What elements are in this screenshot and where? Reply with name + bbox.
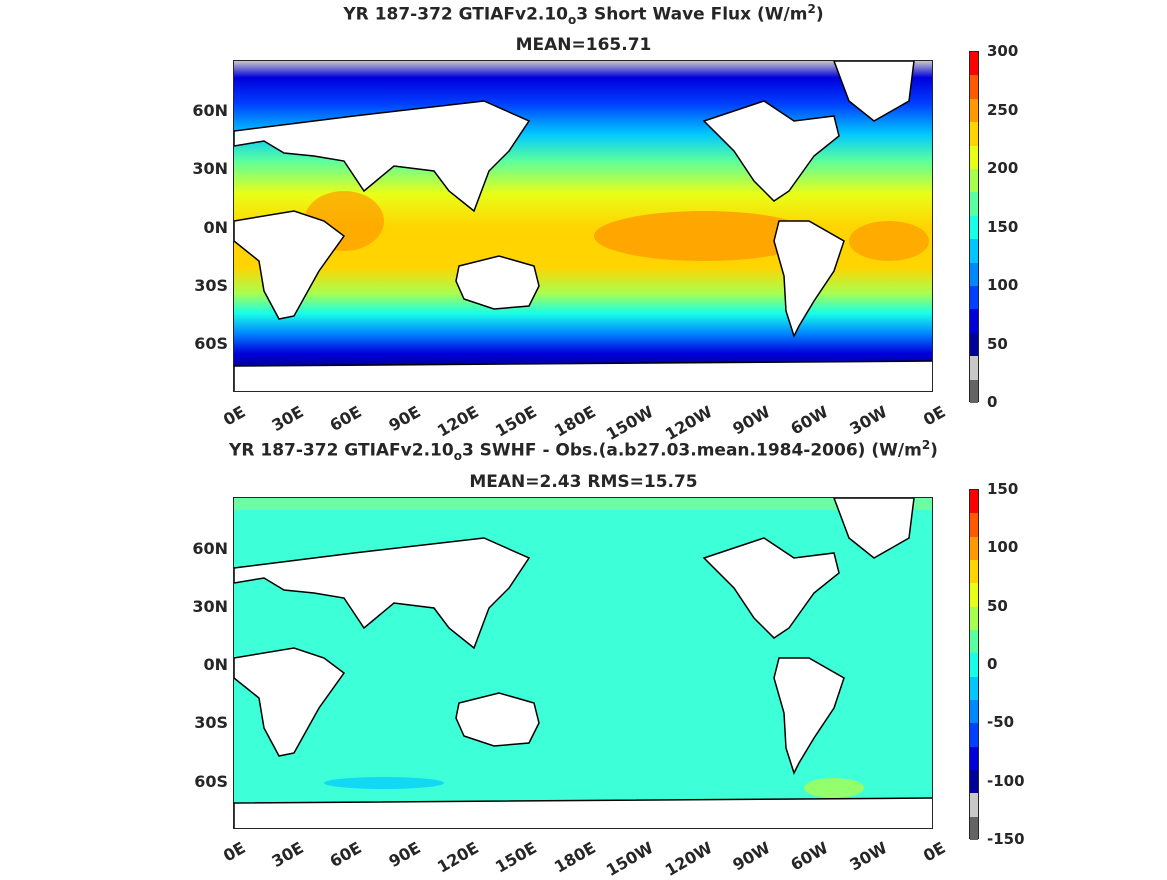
colorbar-tick-label: 300 <box>987 42 1019 60</box>
lon-label: 120W <box>661 838 716 880</box>
lat-label: 60S <box>194 334 228 353</box>
colorbar-segment <box>970 816 978 841</box>
lat-label: 30N <box>192 159 228 178</box>
colorbar-segment <box>970 169 978 193</box>
lon-label: 90E <box>385 838 424 872</box>
lat-label: 30S <box>194 276 228 295</box>
colorbar-segment <box>970 676 978 701</box>
colorbar-segment <box>970 215 978 240</box>
lat-label: 60N <box>192 539 228 558</box>
panel2-title: YR 187-372 GTIAFv2.10o3 SWHF - Obs.(a.b2… <box>229 438 938 464</box>
colorbar-tick-label: 250 <box>987 100 1019 119</box>
colorbar-segment <box>970 723 978 748</box>
colorbar-segment <box>970 52 978 76</box>
colorbar-segment <box>970 75 978 100</box>
colorbar-tick-label: 100 <box>987 538 1019 557</box>
colorbar-tick-label: -100 <box>987 771 1025 790</box>
colorbar-segment <box>970 536 978 561</box>
lon-label: 90W <box>729 838 774 875</box>
lon-label: 0E <box>919 838 949 866</box>
panel1-title: YR 187-372 GTIAFv2.10o3 Short Wave Flux … <box>343 2 824 28</box>
colorbar-segment <box>970 332 978 357</box>
colorbar-segment <box>970 356 978 381</box>
colorbar-tick-label: -150 <box>987 830 1025 848</box>
lon-label: 60E <box>326 838 366 872</box>
colorbar-tick-label: 100 <box>987 276 1019 294</box>
colorbar-tick-label: 150 <box>987 217 1019 236</box>
lat-label: 0N <box>203 218 228 237</box>
lon-label: 30W <box>846 838 891 875</box>
colorbar-tick-label: -50 <box>987 713 1015 732</box>
colorbar-segment <box>970 606 978 631</box>
panel2-colorbar <box>969 489 979 841</box>
colorbar-segment <box>970 379 978 404</box>
lat-label: 60S <box>194 772 228 791</box>
colorbar-tick-label: 50 <box>987 596 1008 615</box>
lon-label: 180E <box>550 402 599 441</box>
lat-label: 0N <box>203 655 228 674</box>
colorbar-segment <box>970 239 978 264</box>
colorbar-tick-label: 50 <box>987 334 1008 353</box>
lon-label: 90E <box>385 402 424 436</box>
colorbar-segment <box>970 653 978 678</box>
lon-label: 120E <box>433 838 482 877</box>
panel1-map <box>233 60 933 392</box>
colorbar-segment <box>970 793 978 818</box>
lon-label: 0E <box>219 838 249 866</box>
colorbar-tick-label: 150 <box>987 480 1019 498</box>
lon-label: 30E <box>268 838 307 872</box>
colorbar-segment <box>970 560 978 584</box>
colorbar-segment <box>970 192 978 217</box>
colorbar-segment <box>970 286 978 310</box>
colorbar-segment <box>970 309 978 334</box>
lon-label: 120E <box>433 402 482 441</box>
lon-label: 60W <box>787 402 832 439</box>
lon-label: 60E <box>326 402 366 436</box>
lat-label: 30S <box>194 713 228 732</box>
lon-label: 150E <box>492 402 541 441</box>
colorbar-segment <box>970 746 978 771</box>
panel2-land <box>234 498 932 828</box>
colorbar-segment <box>970 262 978 287</box>
colorbar-segment <box>970 630 978 654</box>
lon-label: 0E <box>919 402 949 430</box>
panel1-colorbar <box>969 51 979 404</box>
colorbar-segment <box>970 583 978 608</box>
lon-label: 180E <box>550 838 599 877</box>
colorbar-segment <box>970 98 978 123</box>
colorbar-segment <box>970 700 978 724</box>
colorbar-segment <box>970 513 978 538</box>
colorbar-segment <box>970 490 978 514</box>
colorbar-tick-label: 0 <box>987 655 998 673</box>
lon-label: 150E <box>492 838 541 877</box>
lon-label: 150W <box>603 838 657 880</box>
panel1-land <box>234 61 932 391</box>
lon-label: 90W <box>729 402 774 439</box>
colorbar-segment <box>970 770 978 794</box>
colorbar-segment <box>970 122 978 147</box>
colorbar-tick-label: 0 <box>987 393 998 411</box>
panel2-subtitle: MEAN=2.43 RMS=15.75 <box>469 472 698 492</box>
colorbar-tick-label: 200 <box>987 159 1019 177</box>
panel1-subtitle: MEAN=165.71 <box>515 35 652 55</box>
lon-label: 30E <box>268 402 307 436</box>
panel2-map <box>233 497 933 829</box>
lon-label: 0E <box>219 402 249 430</box>
colorbar-segment <box>970 145 978 170</box>
lon-label: 60W <box>787 838 832 875</box>
lat-label: 30N <box>192 597 228 616</box>
lat-label: 60N <box>192 101 228 120</box>
lon-label: 30W <box>846 402 891 439</box>
